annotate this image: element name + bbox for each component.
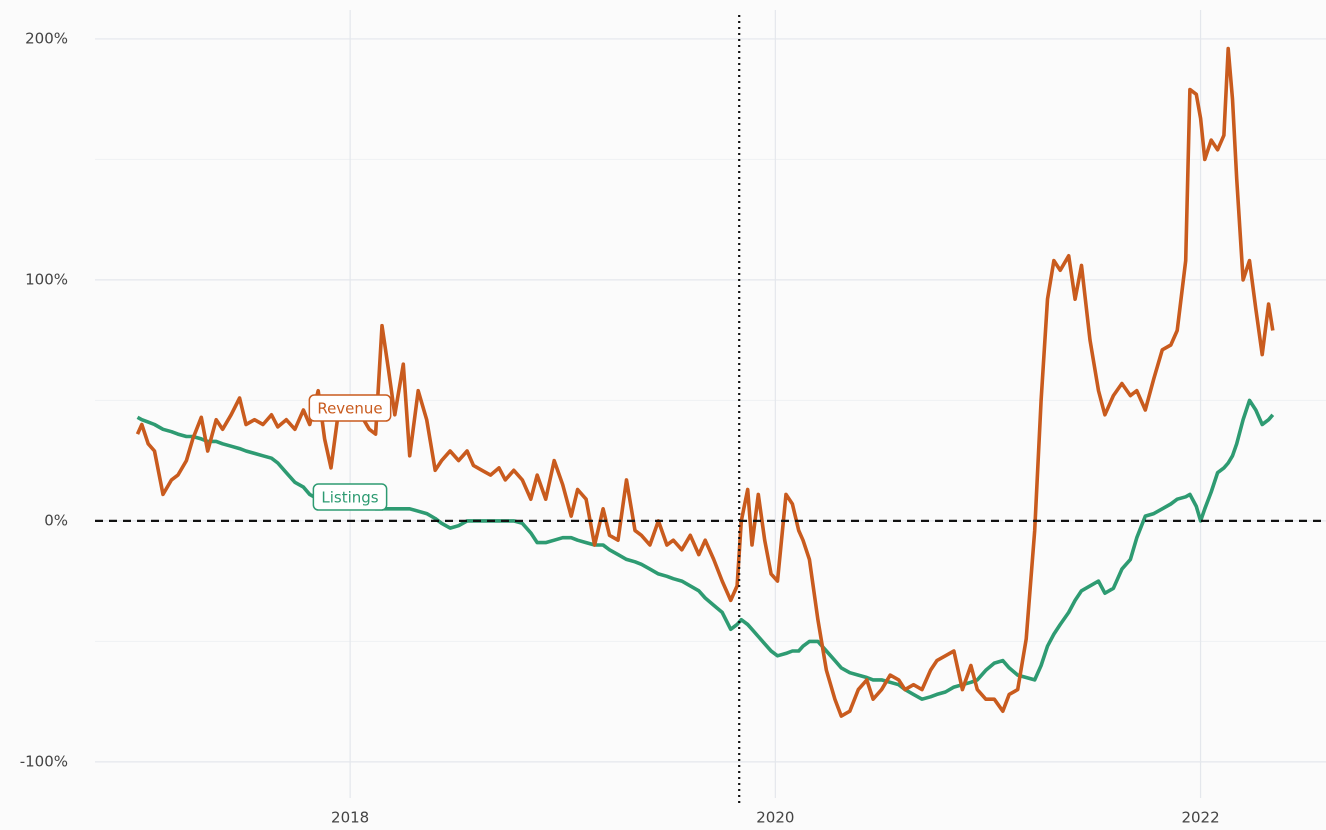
legend-box — [308, 394, 392, 422]
x-tick-label: 2020 — [756, 809, 794, 827]
y-tick-label: -100% — [20, 752, 68, 770]
legend-label: Listings — [321, 489, 378, 507]
y-tick-label: 200% — [25, 29, 68, 47]
y-tick-label: 0% — [44, 511, 68, 529]
series-line — [135, 46, 1275, 718]
legend-box — [312, 483, 388, 511]
legend-entry: Listings — [312, 483, 388, 511]
y-tick-label: 100% — [25, 270, 68, 288]
x-tick-label: 2018 — [331, 809, 369, 827]
x-tick-label: 2022 — [1181, 809, 1219, 827]
legend-label: Revenue — [317, 400, 382, 418]
series-line — [136, 398, 1275, 701]
legend-entry: Revenue — [308, 394, 392, 422]
